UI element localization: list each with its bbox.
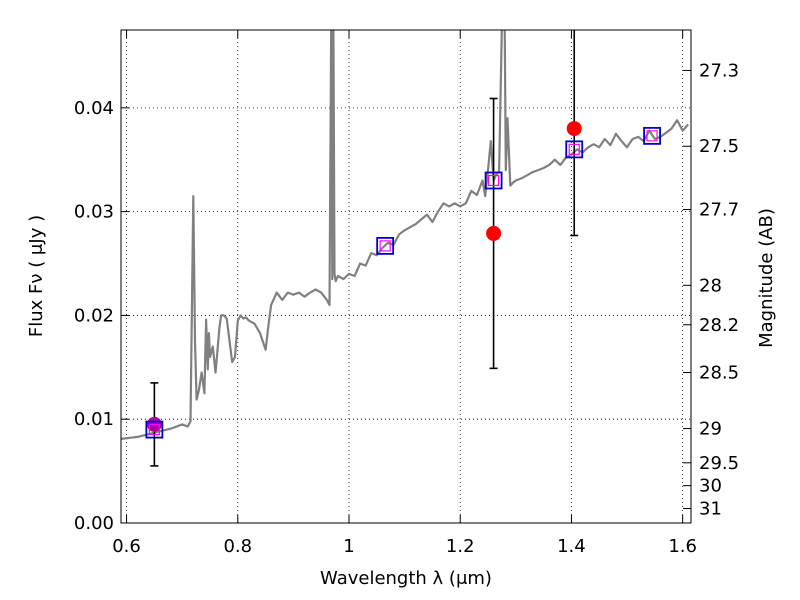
- x-axis-label: Wavelength λ (μm): [320, 568, 492, 589]
- y-axis-label-right: Magnitude (AB): [756, 208, 777, 348]
- grid-lines: [121, 30, 691, 524]
- model-inner-square: [568, 143, 580, 155]
- right-tick-label: 28: [699, 275, 722, 296]
- model-square: [643, 126, 661, 145]
- spectrum-line: [121, 30, 690, 440]
- x-tick-label: 1: [343, 536, 354, 557]
- y-axis-label-left: Flux Fν ( μJy ): [26, 215, 47, 337]
- right-tick-label: 28.2: [699, 315, 739, 336]
- y-tick-label: 0.04: [74, 98, 114, 119]
- observed-point: [566, 121, 582, 137]
- model-square: [484, 171, 503, 190]
- error-bars: [150, 30, 579, 467]
- observed-points: [146, 121, 582, 432]
- right-tick-label: 27.5: [699, 136, 739, 157]
- y-tick-label: 0.01: [74, 409, 114, 430]
- y-tick-label: 0.03: [74, 202, 114, 223]
- right-tick-label: 29.5: [699, 453, 739, 474]
- x-tick-label: 1.2: [446, 536, 475, 557]
- right-tick-label: 29: [699, 419, 722, 440]
- model-square: [145, 420, 164, 439]
- observed-point: [486, 225, 502, 241]
- model-inner-square: [148, 423, 160, 436]
- model-squares: [145, 126, 661, 439]
- y-tick-labels: 0.00 0.01 0.02 0.03 0.04: [74, 98, 114, 534]
- x-tick-label: 1.4: [557, 536, 586, 557]
- model-inner-square: [487, 174, 500, 187]
- right-tick-label: 27.7: [699, 200, 739, 221]
- right-tick-label: 30: [699, 476, 722, 497]
- right-tick-label: 27.3: [699, 60, 739, 81]
- x-tick-label: 0.8: [223, 536, 252, 557]
- x-tick-labels: 0.6 0.8 1 1.2 1.4 1.6: [112, 536, 697, 557]
- spectrum-layer: [121, 30, 690, 440]
- x-tick-label: 1.6: [668, 536, 697, 557]
- model-square: [565, 140, 584, 159]
- y-tick-label: 0.00: [74, 513, 114, 534]
- right-tick-label: 28.5: [699, 363, 739, 384]
- axis-ticks: [121, 30, 691, 524]
- right-tick-label: 31: [699, 498, 722, 519]
- y-tick-label: 0.02: [74, 305, 114, 326]
- plot-frame: [120, 29, 692, 524]
- model-inner-square: [646, 130, 658, 142]
- model-square: [376, 236, 395, 255]
- x-tick-label: 0.6: [112, 536, 141, 557]
- model-inner-square: [379, 240, 391, 252]
